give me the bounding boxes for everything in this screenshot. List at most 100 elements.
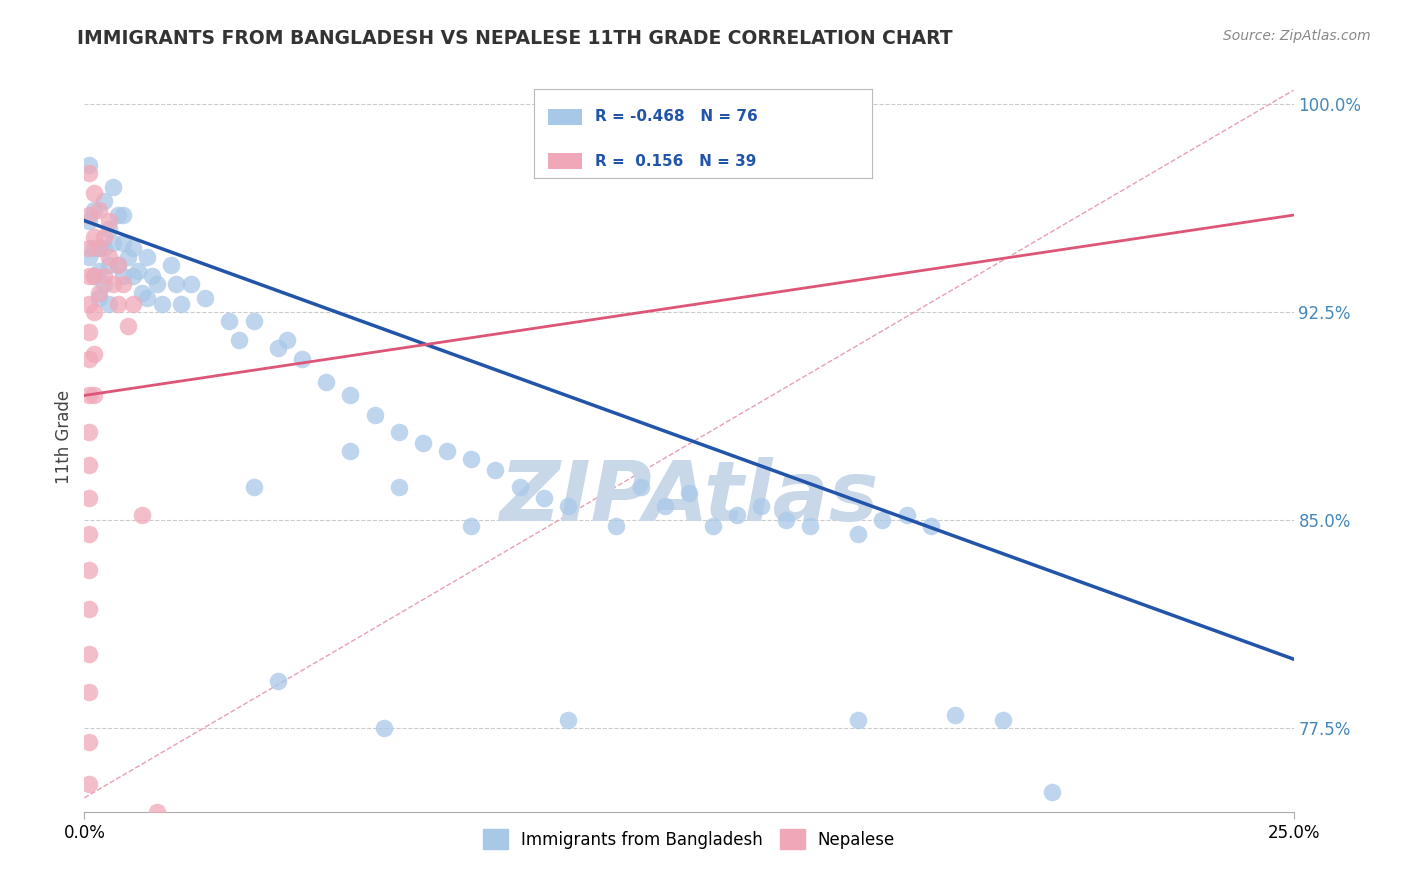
Point [678, 485, 700, 500]
Point [533, 491, 555, 505]
Point [557, 713, 579, 727]
Point [194, 291, 217, 305]
Point [107, 297, 129, 311]
Point [165, 277, 187, 292]
Point [77, 166, 100, 180]
Point [484, 463, 506, 477]
Point [993, 713, 1015, 727]
Point [77, 158, 100, 172]
Point [77, 602, 100, 616]
Point [77, 735, 100, 749]
Point [146, 805, 169, 819]
Point [339, 444, 361, 458]
Point [97, 258, 120, 272]
Point [77, 325, 100, 339]
Text: IMMIGRANTS FROM BANGLADESH VS NEPALESE 11TH GRADE CORRELATION CHART: IMMIGRANTS FROM BANGLADESH VS NEPALESE 1… [77, 29, 953, 47]
Point [315, 375, 337, 389]
Point [107, 208, 129, 222]
Point [605, 519, 627, 533]
Point [107, 258, 129, 272]
Point [83, 305, 105, 319]
Point [93, 277, 115, 292]
Point [83, 241, 105, 255]
Point [702, 519, 724, 533]
Legend: Immigrants from Bangladesh, Nepalese: Immigrants from Bangladesh, Nepalese [477, 822, 901, 855]
Point [339, 388, 361, 402]
Bar [548, 153, 582, 169]
Point [77, 250, 100, 264]
Point [77, 297, 100, 311]
Point [557, 500, 579, 514]
Point [242, 480, 264, 494]
Point [136, 291, 159, 305]
Point [87, 263, 110, 277]
Point [136, 250, 159, 264]
Point [131, 508, 153, 522]
Point [121, 269, 143, 284]
Point [97, 297, 120, 311]
Point [412, 435, 434, 450]
Point [87, 241, 110, 255]
Point [77, 352, 100, 367]
Point [117, 250, 139, 264]
Point [218, 313, 240, 327]
Point [83, 388, 105, 402]
Point [112, 235, 135, 250]
Point [436, 444, 458, 458]
Point [388, 425, 411, 439]
Point [846, 713, 869, 727]
Point [83, 347, 105, 361]
Point [460, 519, 482, 533]
Point [896, 508, 918, 522]
Point [112, 277, 135, 292]
Point [77, 425, 100, 439]
Text: Source: ZipAtlas.com: Source: ZipAtlas.com [1223, 29, 1371, 43]
Point [77, 213, 100, 227]
Point [920, 519, 942, 533]
Point [846, 527, 869, 541]
Point [83, 202, 105, 217]
Point [83, 269, 105, 284]
Point [291, 352, 314, 367]
Point [77, 458, 100, 472]
Point [87, 291, 110, 305]
Point [654, 500, 676, 514]
Point [170, 297, 193, 311]
Point [1040, 785, 1063, 799]
Point [93, 269, 115, 284]
Point [131, 285, 153, 300]
Point [77, 527, 100, 541]
Point [77, 388, 100, 402]
Point [267, 674, 290, 689]
Point [121, 241, 143, 255]
Point [97, 213, 120, 227]
Point [103, 277, 125, 292]
Point [127, 263, 149, 277]
Text: R =  0.156   N = 39: R = 0.156 N = 39 [595, 154, 756, 169]
Point [141, 269, 163, 284]
Point [943, 707, 966, 722]
Point [160, 258, 183, 272]
Text: R = -0.468   N = 76: R = -0.468 N = 76 [595, 110, 758, 124]
Point [117, 319, 139, 334]
Point [83, 230, 105, 244]
Point [77, 269, 100, 284]
Point [77, 241, 100, 255]
Point [87, 202, 110, 217]
Point [77, 491, 100, 505]
Point [276, 333, 298, 347]
Point [103, 235, 125, 250]
Bar [548, 109, 582, 125]
Point [87, 241, 110, 255]
Point [630, 480, 652, 494]
Point [373, 722, 395, 736]
Point [77, 647, 100, 661]
Point [97, 250, 120, 264]
Point [799, 519, 821, 533]
Text: ZIPAtlas: ZIPAtlas [499, 457, 879, 538]
Point [77, 777, 100, 791]
Point [112, 269, 135, 284]
Point [93, 230, 115, 244]
Point [725, 508, 748, 522]
Point [93, 241, 115, 255]
